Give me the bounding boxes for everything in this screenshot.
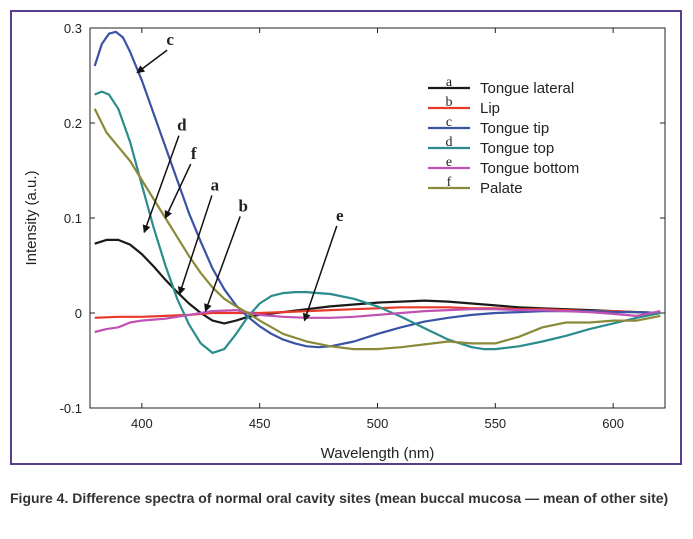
legend-letter-b: b — [446, 95, 453, 110]
x-tick-label: 450 — [249, 416, 271, 431]
y-axis-title: Intensity (a.u.) — [23, 170, 40, 265]
annotation-arrow-a — [177, 195, 213, 295]
x-tick-label: 500 — [367, 416, 389, 431]
annotation-arrow-d — [142, 135, 180, 234]
series-line-f — [93, 108, 661, 351]
y-tick-label: 0 — [75, 306, 82, 321]
legend-letter-d: d — [446, 135, 453, 150]
annotation-label-a: a — [211, 175, 220, 194]
annotation-label-e: e — [336, 206, 344, 225]
annotation-arrow-c — [136, 49, 168, 74]
chart-legend: a Tongue lateral b Lip c Tongue tip d Tongue to… — [428, 75, 579, 197]
y-tick-label: -0.1 — [60, 401, 82, 416]
spectra-chart: 400 450 500 550 600 -0.1 0 0.1 0.2 0.3 Wavelength … — [23, 21, 666, 462]
annotation-arrow-f — [164, 163, 192, 219]
annotation-label-b: b — [238, 196, 247, 215]
legend-label-e: Tongue bottom — [480, 160, 579, 177]
x-tick-label: 600 — [602, 416, 624, 431]
legend-label-f: Palate — [480, 180, 523, 197]
y-tick-label: 0.1 — [64, 211, 82, 226]
annotation-arrow-b — [204, 216, 241, 313]
series-line-c — [93, 30, 661, 349]
legend-label-d: Tongue top — [480, 140, 554, 157]
chart-lines — [93, 30, 661, 354]
legend-letter-e: e — [446, 155, 452, 170]
y-tick-label: 0.2 — [64, 116, 82, 131]
legend-letter-a: a — [446, 75, 453, 90]
annotation-label-d: d — [177, 116, 187, 135]
legend-letter-f: f — [447, 175, 452, 190]
figure-caption: Figure 4. Difference spectra of normal o… — [10, 490, 669, 506]
annotation-arrow-e — [302, 225, 338, 322]
legend-label-a: Tongue lateral — [480, 80, 574, 97]
y-tick-label: 0.3 — [64, 21, 82, 36]
annotation-label-c: c — [166, 30, 174, 49]
x-axis-title: Wavelength (nm) — [321, 445, 435, 462]
plot-area-border — [89, 27, 666, 409]
series-line-d — [94, 90, 661, 354]
legend-label-b: Lip — [480, 100, 500, 117]
series-line-e — [94, 308, 661, 334]
chart-axes: 400 450 500 550 600 -0.1 0 0.1 0.2 0.3 Wavelength … — [23, 21, 666, 462]
x-tick-label: 550 — [484, 416, 506, 431]
legend-label-c: Tongue tip — [480, 120, 549, 137]
figure-frame — [10, 10, 682, 465]
legend-letter-c: c — [446, 115, 452, 130]
x-tick-label: 400 — [131, 416, 153, 431]
annotation-label-f: f — [191, 144, 197, 163]
